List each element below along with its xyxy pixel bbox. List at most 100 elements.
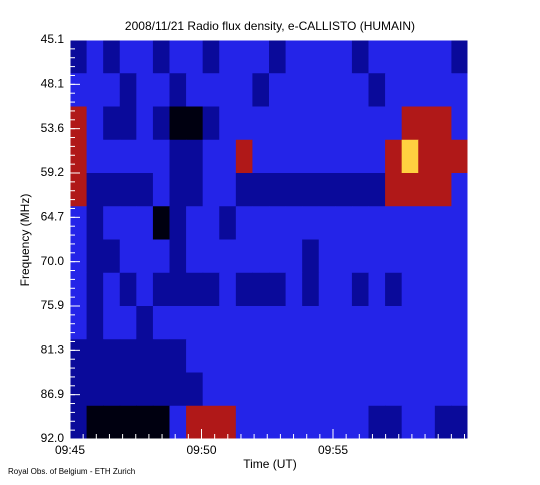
cell <box>235 206 253 240</box>
cell <box>103 139 121 174</box>
cell <box>235 272 253 307</box>
cell <box>252 40 270 74</box>
cell <box>202 139 220 174</box>
cell <box>385 106 403 141</box>
cell <box>385 139 403 174</box>
cell <box>103 40 121 74</box>
cell <box>86 206 104 240</box>
cell <box>70 173 88 207</box>
cell <box>103 339 121 373</box>
cell <box>186 306 204 340</box>
cell <box>219 73 237 107</box>
cell <box>70 405 88 440</box>
cell <box>269 339 287 373</box>
footnote: Royal Obs. of Belgium - ETH Zurich <box>8 467 135 476</box>
cell <box>219 239 237 274</box>
cell <box>302 173 320 207</box>
cell <box>418 73 436 107</box>
cell <box>351 173 369 207</box>
cell <box>351 40 369 74</box>
cell <box>368 306 386 340</box>
cell <box>335 173 353 207</box>
cell <box>318 206 336 240</box>
cell <box>136 139 154 174</box>
cell <box>285 272 303 307</box>
cell <box>202 73 220 107</box>
cell <box>169 372 187 407</box>
cell <box>351 339 369 373</box>
cell <box>401 139 419 174</box>
cell <box>152 173 170 207</box>
cell <box>70 40 88 74</box>
cell <box>186 139 204 174</box>
cell <box>269 372 287 407</box>
cell <box>351 239 369 274</box>
cell <box>318 372 336 407</box>
cell <box>418 405 436 440</box>
cell <box>86 40 104 74</box>
cell <box>219 272 237 307</box>
cell <box>86 106 104 141</box>
cell <box>152 239 170 274</box>
cell <box>269 173 287 207</box>
cell <box>86 405 104 440</box>
cell <box>252 73 270 107</box>
cell <box>186 40 204 74</box>
cell <box>136 106 154 141</box>
cell <box>169 139 187 174</box>
cell <box>152 73 170 107</box>
cell <box>401 173 419 207</box>
y-tick-label: 86.9 <box>41 387 65 401</box>
cell <box>269 405 287 440</box>
cell <box>202 40 220 74</box>
cell <box>351 73 369 107</box>
cell <box>235 405 253 440</box>
cell <box>385 40 403 74</box>
cell <box>418 239 436 274</box>
cell <box>368 272 386 307</box>
cell <box>368 339 386 373</box>
cell <box>335 306 353 340</box>
y-tick-label: 53.6 <box>41 121 65 135</box>
cell <box>418 306 436 340</box>
cell <box>169 306 187 340</box>
cell <box>385 405 403 440</box>
cell <box>302 139 320 174</box>
cell <box>186 173 204 207</box>
cell <box>169 272 187 307</box>
y-tick-label: 70.0 <box>41 254 65 268</box>
cell <box>385 73 403 107</box>
cell <box>418 206 436 240</box>
cell <box>235 372 253 407</box>
cell <box>136 306 154 340</box>
cell <box>451 173 469 207</box>
cell <box>119 139 137 174</box>
cell <box>152 106 170 141</box>
cell <box>252 405 270 440</box>
cell <box>318 339 336 373</box>
cell <box>70 306 88 340</box>
cell <box>169 339 187 373</box>
cell <box>335 339 353 373</box>
cell <box>418 272 436 307</box>
cell <box>401 239 419 274</box>
cell <box>119 40 137 74</box>
cell <box>285 173 303 207</box>
cell <box>418 372 436 407</box>
cell <box>351 405 369 440</box>
cell <box>302 405 320 440</box>
cell <box>86 139 104 174</box>
cell <box>451 306 469 340</box>
cell <box>285 405 303 440</box>
cell <box>235 40 253 74</box>
cell <box>385 372 403 407</box>
cell <box>401 40 419 74</box>
cell <box>70 272 88 307</box>
cell <box>169 206 187 240</box>
cell <box>434 405 452 440</box>
cell <box>235 73 253 107</box>
cell <box>202 106 220 141</box>
cell <box>302 206 320 240</box>
